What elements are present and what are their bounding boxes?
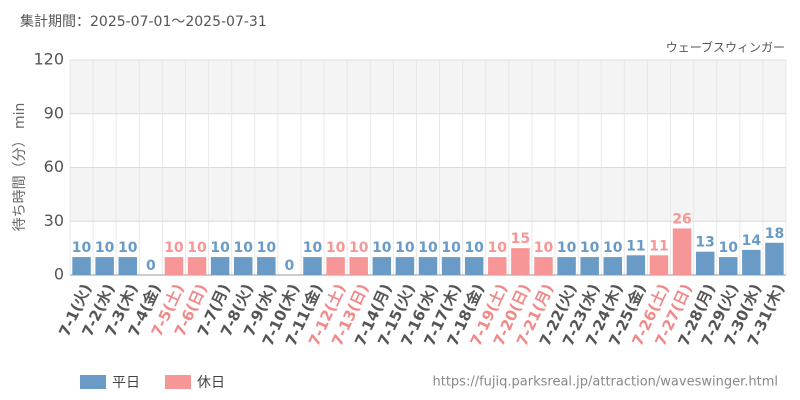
bar: [464, 257, 484, 275]
value-label: 10: [719, 240, 739, 256]
value-label: 10: [488, 240, 508, 256]
value-label: 10: [349, 240, 369, 256]
value-label: 10: [118, 240, 138, 256]
value-label: 0: [285, 258, 295, 274]
bar: [534, 257, 553, 275]
bar: [672, 228, 692, 275]
bar: [372, 257, 392, 275]
value-label: 0: [146, 258, 156, 274]
legend-label: 平日: [112, 375, 140, 391]
value-label: 10: [326, 240, 346, 256]
y-tick-label: 30: [44, 211, 64, 230]
bar: [603, 257, 623, 275]
bar: [649, 255, 669, 275]
bar: [233, 257, 253, 275]
bar: [303, 257, 322, 275]
chart-subtitle: ウェーブスウィンガー: [666, 40, 785, 55]
value-label: 10: [72, 240, 92, 256]
bar: [326, 257, 345, 275]
legend-swatch: [165, 375, 191, 389]
bar: [719, 257, 738, 275]
value-label: 10: [210, 240, 230, 256]
bar: [95, 257, 114, 275]
value-label: 10: [187, 240, 207, 256]
y-tick-label: 90: [44, 103, 64, 122]
value-label: 10: [441, 240, 461, 256]
value-label: 11: [649, 238, 668, 254]
bar: [742, 249, 761, 275]
bar: [765, 242, 784, 275]
value-label: 13: [695, 235, 714, 251]
y-tick-label: 120: [33, 50, 64, 69]
grid-band: [70, 60, 786, 114]
bar: [164, 257, 184, 275]
value-label: 10: [233, 240, 253, 256]
legend-label: 休日: [197, 375, 225, 391]
bar: [349, 257, 368, 275]
bar: [626, 255, 646, 275]
value-label: 11: [626, 238, 645, 254]
value-label: 10: [418, 240, 438, 256]
value-label: 10: [303, 240, 323, 256]
y-tick-label: 60: [44, 157, 64, 176]
value-label: 10: [580, 240, 600, 256]
bar: [395, 257, 415, 275]
bar: [580, 257, 599, 275]
value-label: 10: [534, 240, 554, 256]
chart-title: 集計期間：2025-07-01～2025-07-31: [20, 13, 267, 30]
bar: [210, 257, 230, 275]
bar: [557, 257, 576, 275]
bar: [418, 257, 438, 275]
bar: [511, 248, 530, 275]
value-label: 10: [557, 240, 577, 256]
bar: [695, 251, 715, 275]
bar: [441, 257, 461, 275]
value-label: 18: [765, 226, 784, 242]
bar: [488, 257, 507, 275]
bar: [187, 257, 207, 275]
legend-swatch: [80, 375, 106, 389]
value-label: 26: [672, 211, 691, 227]
y-axis-label: 待ち時間（分） min: [12, 103, 28, 232]
y-tick-label: 0: [54, 265, 64, 284]
value-label: 10: [164, 240, 184, 256]
bar: [257, 257, 276, 275]
value-label: 10: [395, 240, 415, 256]
bar: [72, 257, 91, 275]
value-label: 10: [603, 240, 623, 256]
source-url: https://fujiq.parksreal.jp/attraction/wa…: [433, 375, 779, 390]
value-label: 10: [464, 240, 484, 256]
bar: [118, 257, 137, 275]
value-label: 15: [511, 231, 530, 247]
value-label: 10: [257, 240, 277, 256]
value-label: 10: [372, 240, 392, 256]
value-label: 10: [95, 240, 115, 256]
grid-band: [70, 167, 786, 222]
value-label: 14: [742, 233, 762, 249]
